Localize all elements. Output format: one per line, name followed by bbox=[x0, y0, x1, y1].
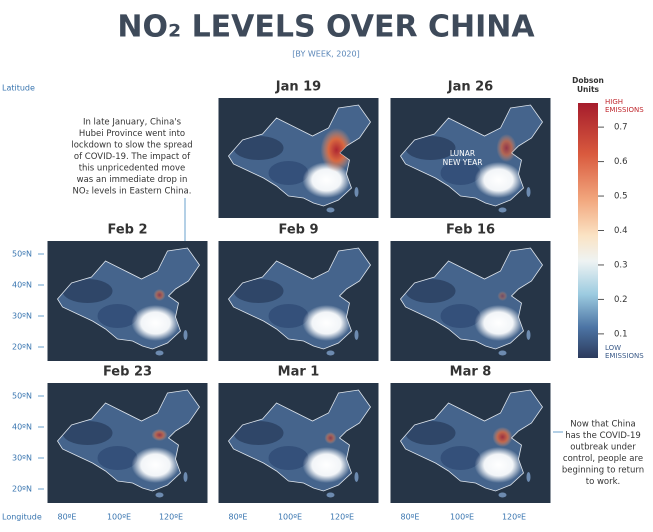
longitude-tick-label: 120ºE bbox=[159, 513, 183, 522]
annotation-line: was an immediate drop in bbox=[77, 175, 188, 185]
title: NO₂ LEVELS OVER CHINA bbox=[117, 10, 535, 45]
map-panel bbox=[48, 383, 208, 503]
latitude-tick-label: 40ºN bbox=[12, 423, 32, 432]
annotation-line: lockdown to slow the spread bbox=[71, 141, 192, 151]
annotation-line: EMISSIONS bbox=[605, 106, 644, 114]
map-panel bbox=[391, 383, 551, 503]
longitude-label: Longitude bbox=[2, 513, 42, 522]
map-panel bbox=[48, 241, 208, 361]
hotspot bbox=[153, 289, 166, 301]
hotspots bbox=[497, 291, 508, 301]
panel-label: Mar 1 bbox=[278, 365, 320, 380]
longitude-tick-label: 80ºE bbox=[400, 513, 419, 522]
hotspot bbox=[497, 291, 508, 301]
colorbar-tick-label: 0.7 bbox=[614, 123, 628, 133]
hotspots bbox=[153, 289, 166, 301]
hotspots bbox=[496, 134, 517, 162]
annotation-line: In late January, China's bbox=[83, 118, 182, 128]
longitude-tick-label: 100ºE bbox=[278, 513, 302, 522]
hotspots bbox=[324, 432, 337, 444]
panel-label: Jan 26 bbox=[447, 80, 493, 95]
colorbar-tick-label: 0.6 bbox=[614, 157, 628, 167]
map-panel bbox=[219, 241, 379, 361]
panel-label: Feb 23 bbox=[103, 365, 152, 380]
annotation-line: EMISSIONS bbox=[605, 352, 644, 360]
latitude-tick-label: 50ºN bbox=[12, 250, 32, 259]
annotation-line: LOW bbox=[605, 344, 621, 352]
hotspots bbox=[320, 128, 353, 172]
annotation-line: Units bbox=[577, 85, 600, 94]
map-panel bbox=[391, 241, 551, 361]
longitude-tick-label: 120ºE bbox=[330, 513, 354, 522]
annotation-line: Hubei Province went into bbox=[79, 129, 185, 139]
panel-label: Jan 19 bbox=[275, 80, 321, 95]
hotspot bbox=[496, 134, 517, 162]
longitude-tick-label: 100ºE bbox=[107, 513, 131, 522]
hotspots bbox=[151, 429, 168, 441]
annotation-line: NEW YEAR bbox=[443, 158, 483, 167]
panel-label: Feb 9 bbox=[278, 223, 318, 238]
annotation-line: beginning to return bbox=[562, 466, 644, 476]
annotation-line: Now that China bbox=[570, 420, 635, 430]
subtitle: [BY WEEK, 2020] bbox=[292, 50, 359, 59]
annotation-line: of COVID-19. The impact of bbox=[74, 152, 191, 162]
annotation-line: NO₂ levels in Eastern China. bbox=[73, 187, 192, 197]
annotation-line: has the COVID-19 bbox=[565, 431, 641, 441]
colorbar-tick-label: 0.3 bbox=[614, 260, 628, 270]
annotation-line: HIGH bbox=[605, 98, 623, 106]
map-panel bbox=[219, 98, 379, 218]
longitude-tick-label: 120ºE bbox=[502, 513, 526, 522]
latitude-tick-label: 40ºN bbox=[12, 281, 32, 290]
annotation-line: Dobson bbox=[572, 76, 604, 85]
annotation-line: to work. bbox=[586, 477, 621, 487]
annotation-line: control, people are bbox=[563, 454, 643, 464]
hotspots bbox=[492, 427, 513, 447]
panel-label: Feb 16 bbox=[446, 223, 495, 238]
colorbar-tick-label: 0.4 bbox=[614, 226, 628, 236]
latitude-tick-label: 30ºN bbox=[12, 454, 32, 463]
colorbar-tick-label: 0.5 bbox=[614, 192, 628, 202]
colorbar-tick-label: 0.2 bbox=[614, 295, 628, 305]
annotation-line: this unpricedented move bbox=[79, 164, 186, 174]
longitude-tick-label: 100ºE bbox=[450, 513, 474, 522]
longitude-tick-label: 80ºE bbox=[228, 513, 247, 522]
colorbar bbox=[578, 103, 598, 358]
latitude-tick-label: 20ºN bbox=[12, 343, 32, 352]
annotation-line: LUNAR bbox=[450, 149, 475, 158]
latitude-tick-label: 50ºN bbox=[12, 392, 32, 401]
map-panel bbox=[219, 383, 379, 503]
hotspot bbox=[320, 128, 353, 172]
longitude-tick-label: 80ºE bbox=[57, 513, 76, 522]
annotation-line: outbreak under bbox=[570, 443, 636, 453]
hotspot bbox=[151, 429, 168, 441]
latitude-tick-label: 30ºN bbox=[12, 312, 32, 321]
panel-label: Mar 8 bbox=[450, 365, 492, 380]
panel-label: Feb 2 bbox=[107, 223, 147, 238]
latitude-tick-label: 20ºN bbox=[12, 485, 32, 494]
hotspot bbox=[492, 427, 513, 447]
colorbar-tick-label: 0.1 bbox=[614, 329, 628, 339]
hotspot bbox=[324, 432, 337, 444]
latitude-label: Latitude bbox=[2, 84, 35, 93]
